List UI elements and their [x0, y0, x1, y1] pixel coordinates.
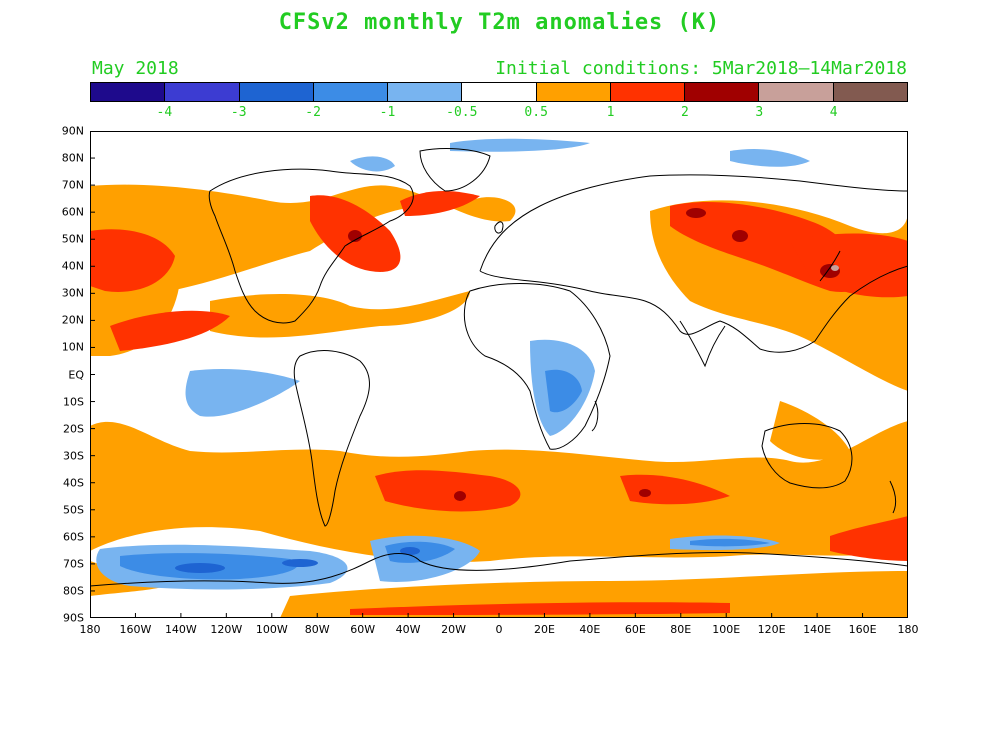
longitude-tick-label: 20W	[441, 623, 466, 636]
coastlines	[89, 148, 909, 587]
legend-swatch	[313, 83, 389, 101]
latitude-tick-label: EQ	[68, 368, 84, 381]
longitude-tick-label: 160E	[848, 623, 877, 636]
legend-swatch	[685, 83, 760, 101]
forecast-month: May 2018	[92, 58, 179, 79]
latitude-tick-label: 70S	[63, 557, 84, 571]
longitude-tick-label: 20E	[533, 623, 555, 636]
latitude-tick-label: 30N	[61, 286, 84, 300]
longitude-tick-label: 0	[495, 623, 503, 636]
longitude-tick-label: 40W	[395, 623, 421, 636]
legend-swatch	[388, 83, 463, 101]
longitude-tick-label: 100W	[255, 623, 288, 636]
longitude-tick-label: 120E	[757, 623, 786, 636]
latitude-tick-label: 10S	[63, 395, 84, 409]
legend-tick-label: -0.5	[446, 105, 478, 120]
longitude-tick-label: 160W	[119, 623, 152, 636]
longitude-tick-label: 40E	[579, 623, 601, 636]
madagascar-coast	[591, 400, 599, 432]
latitude-tick-label: 80N	[61, 151, 84, 165]
strong-cool-anomaly-areas	[120, 369, 770, 580]
legend-tick-label: 3	[755, 105, 764, 120]
legend-swatch	[239, 83, 314, 101]
latitude-tick-label: 60S	[63, 530, 84, 544]
longitude-tick-label: 100E	[712, 623, 741, 636]
legend-tick-label: 2	[680, 105, 689, 120]
legend-tick-label: -1	[379, 105, 396, 120]
longitude-tick-label: 120W	[210, 623, 243, 636]
longitude-tick-label: 140E	[803, 623, 832, 636]
legend-swatch	[536, 83, 611, 101]
anomaly-fields	[90, 138, 908, 618]
india-coast	[679, 320, 726, 368]
legend-tick-label: -3	[230, 105, 247, 120]
axis-ticks	[89, 130, 909, 619]
longitude-tick-label: 80E	[670, 623, 692, 636]
legend-swatch	[610, 83, 686, 101]
latitude-tick-label: 80S	[63, 584, 84, 598]
latitude-tick-label: 70N	[61, 178, 84, 192]
legend-swatch	[759, 83, 834, 101]
latitude-tick-label: 20N	[61, 313, 84, 327]
legend-swatch	[91, 83, 166, 101]
north-america-coast	[208, 168, 414, 324]
map-title: CFSv2 monthly T2m anomalies (K)	[278, 10, 721, 35]
longitude-tick-label: 180	[897, 623, 919, 636]
latitude-tick-label: 40N	[61, 259, 84, 273]
anomaly-map	[89, 130, 909, 619]
greenland-coast	[419, 148, 491, 192]
legend-swatch	[165, 83, 240, 101]
longitude-tick-label: 180	[79, 623, 101, 636]
longitude-tick-label: 60E	[624, 623, 646, 636]
legend-tick-label: -2	[305, 105, 321, 120]
latitude-tick-label: 90N	[61, 124, 84, 138]
legend-tick-label: 1	[606, 105, 615, 120]
latitude-tick-label: 90S	[63, 611, 84, 625]
legend-tick-label: 0.5	[524, 105, 548, 120]
initial-conditions: Initial conditions: 5Mar2018–14Mar2018	[495, 58, 907, 79]
map-canvas	[89, 130, 909, 619]
uk-coast	[494, 221, 504, 234]
latitude-tick-label: 60N	[61, 205, 84, 219]
latitude-tick-label: 40S	[63, 476, 84, 490]
south-america-coast	[293, 350, 370, 527]
legend-swatch	[462, 83, 537, 101]
color-legend-bar	[90, 82, 908, 102]
peak-anomaly-spot	[831, 265, 839, 271]
latitude-tick-label: 10N	[61, 340, 84, 354]
latitude-tick-label: 30S	[63, 449, 84, 463]
latitude-tick-label: 20S	[63, 422, 84, 436]
antarctica-coast	[89, 552, 909, 587]
legend-tick-label: 4	[829, 105, 838, 120]
latitude-tick-label: 50N	[61, 232, 84, 246]
extreme-cool-anomaly-areas	[175, 547, 420, 573]
australia-coast	[761, 423, 853, 489]
legend-swatch	[833, 83, 907, 101]
legend-tick-label: -4	[156, 105, 173, 120]
longitude-tick-label: 80W	[304, 623, 330, 636]
latitude-tick-label: 50S	[63, 503, 84, 517]
eurasia-coast	[479, 174, 909, 353]
longitude-tick-label: 60W	[350, 623, 376, 636]
new-zealand-coast	[889, 480, 897, 514]
africa-coast	[463, 283, 611, 450]
longitude-tick-label: 140W	[164, 623, 197, 636]
japan-coast	[819, 250, 841, 282]
